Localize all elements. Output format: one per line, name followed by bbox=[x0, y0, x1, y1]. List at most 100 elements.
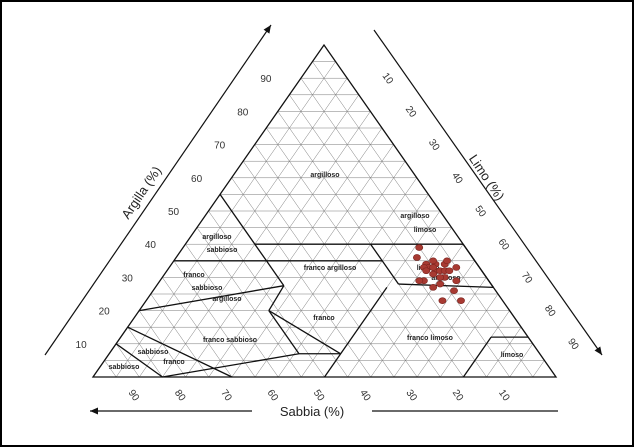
grid-line-sand bbox=[115, 343, 140, 378]
grid-line-sand bbox=[104, 360, 117, 378]
silt-tick-label: 70 bbox=[519, 270, 535, 286]
clay-tick-label: 50 bbox=[168, 207, 180, 218]
sample-point bbox=[452, 277, 461, 285]
class-label-argilloso-sabbioso: sabbioso bbox=[207, 247, 238, 254]
grid-line-sand bbox=[162, 277, 233, 378]
class-boundary bbox=[340, 286, 388, 355]
class-label-franco-sabbioso-argilloso: sabbioso bbox=[192, 285, 223, 292]
sand-tick-label: 20 bbox=[450, 388, 466, 404]
class-label-argilloso-limoso: argilloso bbox=[400, 213, 429, 220]
grid-line-silt bbox=[162, 94, 360, 378]
sample-point bbox=[443, 257, 451, 265]
clay-axis-arrow bbox=[44, 24, 272, 356]
grid-line-silt bbox=[532, 360, 545, 378]
class-label-franco: franco bbox=[313, 315, 334, 322]
grid-line-sand bbox=[289, 94, 487, 378]
class-boundary bbox=[323, 353, 342, 378]
grid-line-silt bbox=[416, 277, 487, 378]
class-label-sabbioso: sabbioso bbox=[109, 364, 140, 371]
class-label-franco-limoso: franco limoso bbox=[407, 335, 453, 342]
sample-point bbox=[413, 254, 421, 261]
sample-point bbox=[429, 270, 438, 278]
class-label-argilloso-sabbioso: argilloso bbox=[202, 234, 231, 241]
grid-line-silt bbox=[254, 161, 406, 378]
sample-point bbox=[429, 264, 438, 271]
grid-line-silt bbox=[509, 343, 534, 378]
class-boundary bbox=[398, 283, 494, 289]
sand-tick-label: 30 bbox=[403, 388, 419, 404]
class-boundary bbox=[115, 343, 163, 378]
class-boundary bbox=[268, 310, 300, 355]
class-label-sabbioso-franco: franco bbox=[163, 359, 184, 366]
silt-tick-label: 90 bbox=[565, 337, 581, 353]
sand-tick-label: 70 bbox=[218, 388, 234, 404]
class-label-argilloso-limoso: limoso bbox=[414, 227, 437, 234]
silt-axis-arrowhead bbox=[594, 346, 602, 355]
class-boundary bbox=[462, 336, 492, 378]
silt-axis-arrow bbox=[373, 29, 603, 356]
grid-line-sand bbox=[208, 210, 325, 378]
sample-point bbox=[452, 264, 461, 271]
sample-point bbox=[429, 257, 438, 265]
grid-line-silt bbox=[301, 194, 429, 378]
class-boundary bbox=[268, 310, 342, 355]
silt-tick-label: 10 bbox=[380, 71, 396, 87]
grid-line-silt bbox=[440, 293, 499, 378]
silt-tick-label: 60 bbox=[496, 237, 512, 253]
sample-point bbox=[450, 287, 458, 294]
grid-line-sand bbox=[173, 260, 256, 378]
grid-line-silt bbox=[115, 61, 336, 378]
class-label-franco-argilloso: franco argilloso bbox=[304, 265, 357, 272]
silt-tick-label: 80 bbox=[542, 303, 558, 319]
sample-point bbox=[457, 297, 465, 304]
clay-tick-label: 70 bbox=[214, 141, 226, 152]
class-boundary bbox=[127, 326, 233, 378]
grid-line-sand bbox=[242, 161, 395, 378]
class-boundary bbox=[265, 260, 285, 287]
grid-line-sand bbox=[312, 61, 534, 378]
clay-axis-arrowhead bbox=[263, 25, 271, 34]
clay-tick-label: 30 bbox=[122, 273, 134, 284]
grid-line-silt bbox=[486, 327, 522, 378]
class-boundary bbox=[219, 194, 256, 245]
clay-tick-label: 90 bbox=[260, 74, 272, 85]
clay-tick-label: 60 bbox=[191, 174, 203, 185]
class-boundary bbox=[381, 260, 399, 285]
sand-axis-title: Sabbia (%) bbox=[280, 404, 344, 419]
grid-line-sand bbox=[150, 293, 209, 378]
class-label-sabbioso-franco: sabbioso bbox=[138, 349, 169, 356]
class-boundary bbox=[268, 285, 285, 311]
class-boundary bbox=[139, 285, 284, 312]
grid-line-sand bbox=[127, 327, 163, 378]
sample-point bbox=[422, 267, 431, 275]
sample-point bbox=[438, 297, 447, 304]
sample-point bbox=[436, 280, 445, 288]
silt-tick-label: 20 bbox=[403, 104, 419, 120]
sample-point bbox=[445, 267, 454, 275]
grid-line-silt bbox=[347, 227, 452, 378]
silt-tick-label: 40 bbox=[449, 171, 465, 187]
grid-line-sand bbox=[196, 227, 302, 378]
sand-tick-label: 60 bbox=[265, 388, 281, 404]
clay-tick-label: 10 bbox=[76, 340, 88, 351]
sample-point bbox=[436, 274, 444, 281]
sand-tick-label: 80 bbox=[172, 388, 188, 404]
grid-line-sand bbox=[185, 244, 279, 378]
class-label-limoso: limoso bbox=[501, 352, 524, 359]
clay-tick-label: 80 bbox=[237, 107, 249, 118]
sand-axis-arrowhead bbox=[90, 407, 98, 415]
sample-point bbox=[429, 284, 438, 291]
triangle-outline bbox=[91, 43, 558, 378]
class-boundary bbox=[370, 243, 383, 262]
class-label-franco-sabbioso-argilloso: franco bbox=[183, 272, 204, 279]
class-label-franco-sabbioso: franco sabbioso bbox=[203, 337, 257, 344]
class-boundary bbox=[162, 353, 300, 378]
sand-tick-label: 50 bbox=[311, 388, 327, 404]
class-boundary bbox=[254, 243, 267, 262]
sample-point bbox=[415, 244, 424, 251]
grid-line-silt bbox=[393, 260, 476, 378]
sand-tick-label: 90 bbox=[126, 388, 142, 404]
clay-tick-label: 20 bbox=[99, 307, 111, 318]
